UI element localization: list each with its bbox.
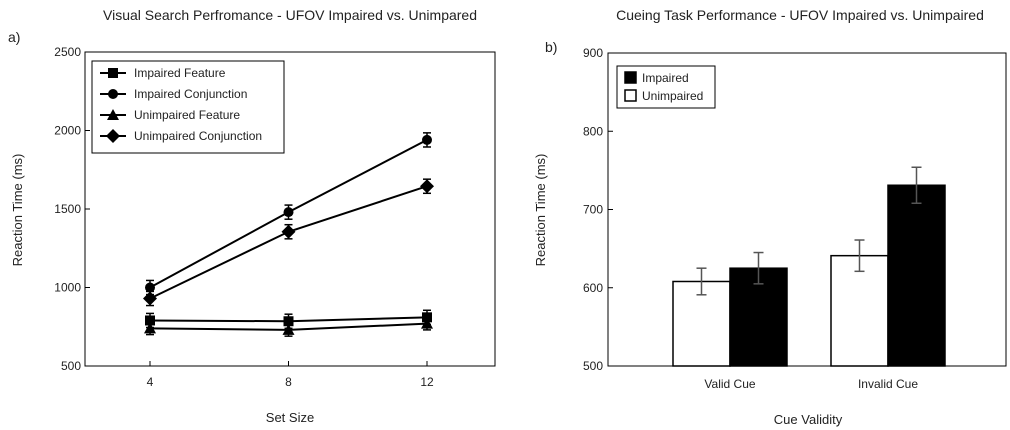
y-tick-label: 800 — [583, 124, 603, 138]
legend-marker — [108, 68, 118, 78]
series-group — [143, 132, 434, 337]
panel-label: a) — [8, 29, 20, 45]
data-point — [283, 316, 294, 327]
x-axis-label: Cue Validity — [774, 412, 843, 427]
legend-label: Unimpaired Conjunction — [134, 129, 262, 143]
x-tick-label: Invalid Cue — [858, 377, 918, 391]
legend-label: Impaired — [642, 71, 689, 85]
data-point — [420, 179, 434, 194]
legend-swatch — [624, 71, 637, 84]
data-point — [283, 207, 294, 218]
y-tick-label: 2000 — [54, 124, 81, 138]
x-tick-label: 8 — [285, 375, 292, 389]
legend-label: Impaired Feature — [134, 66, 226, 80]
legend: Impaired Feature Impaired Conjunction Unim… — [91, 60, 285, 154]
bar-group — [672, 166, 946, 367]
bar — [830, 254, 889, 367]
legend-marker — [108, 89, 118, 99]
bar — [672, 280, 731, 367]
y-tick-label: 1000 — [54, 281, 81, 295]
data-point — [143, 291, 157, 306]
x-tick-label: Valid Cue — [704, 377, 755, 391]
legend: Impaired Unimpaired — [616, 65, 716, 109]
x-tick-label: 4 — [147, 375, 154, 389]
y-tick-label: 600 — [583, 281, 603, 295]
data-point — [421, 317, 433, 329]
legend-swatch — [624, 89, 637, 102]
y-tick-label: 500 — [61, 359, 81, 373]
y-tick-label: 1500 — [54, 202, 81, 216]
legend-marker — [107, 109, 119, 120]
line-chart-panel: Visual Search Perfromance - UFOV Impaire… — [8, 7, 496, 425]
panel-label: b) — [545, 39, 557, 55]
y-tick-label: 2500 — [54, 45, 81, 59]
y-tick-label: 500 — [583, 359, 603, 373]
data-point — [282, 323, 295, 335]
y-axis-label: Reaction Time (ms) — [10, 154, 25, 267]
tick-group: 500 600 700 800 900 Valid Cue Invalid Cue — [583, 46, 918, 391]
series-line — [149, 185, 428, 300]
legend-label: Unimpaired Feature — [134, 108, 240, 122]
chart-title: Cueing Task Performance - UFOV Impaired … — [616, 7, 984, 23]
bar-chart-panel: Cueing Task Performance - UFOV Impaired … — [533, 7, 1007, 427]
y-tick-label: 700 — [583, 203, 603, 217]
x-axis-label: Set Size — [266, 410, 314, 425]
data-point — [281, 224, 296, 239]
legend-box — [91, 60, 285, 154]
tick-group: 500 1000 1500 2000 2500 4 8 12 — [54, 45, 434, 389]
bar — [887, 184, 946, 367]
legend-label: Unimpaired — [642, 89, 703, 103]
data-point — [145, 315, 155, 326]
y-tick-label: 900 — [583, 46, 603, 60]
legend-marker — [106, 129, 120, 143]
legend-label: Impaired Conjunction — [134, 87, 247, 101]
y-axis-label: Reaction Time (ms) — [533, 154, 548, 267]
data-point — [145, 282, 155, 293]
data-point — [144, 322, 156, 334]
x-tick-label: 12 — [420, 375, 434, 389]
data-point — [422, 134, 432, 145]
chart-title: Visual Search Perfromance - UFOV Impaire… — [103, 7, 477, 23]
